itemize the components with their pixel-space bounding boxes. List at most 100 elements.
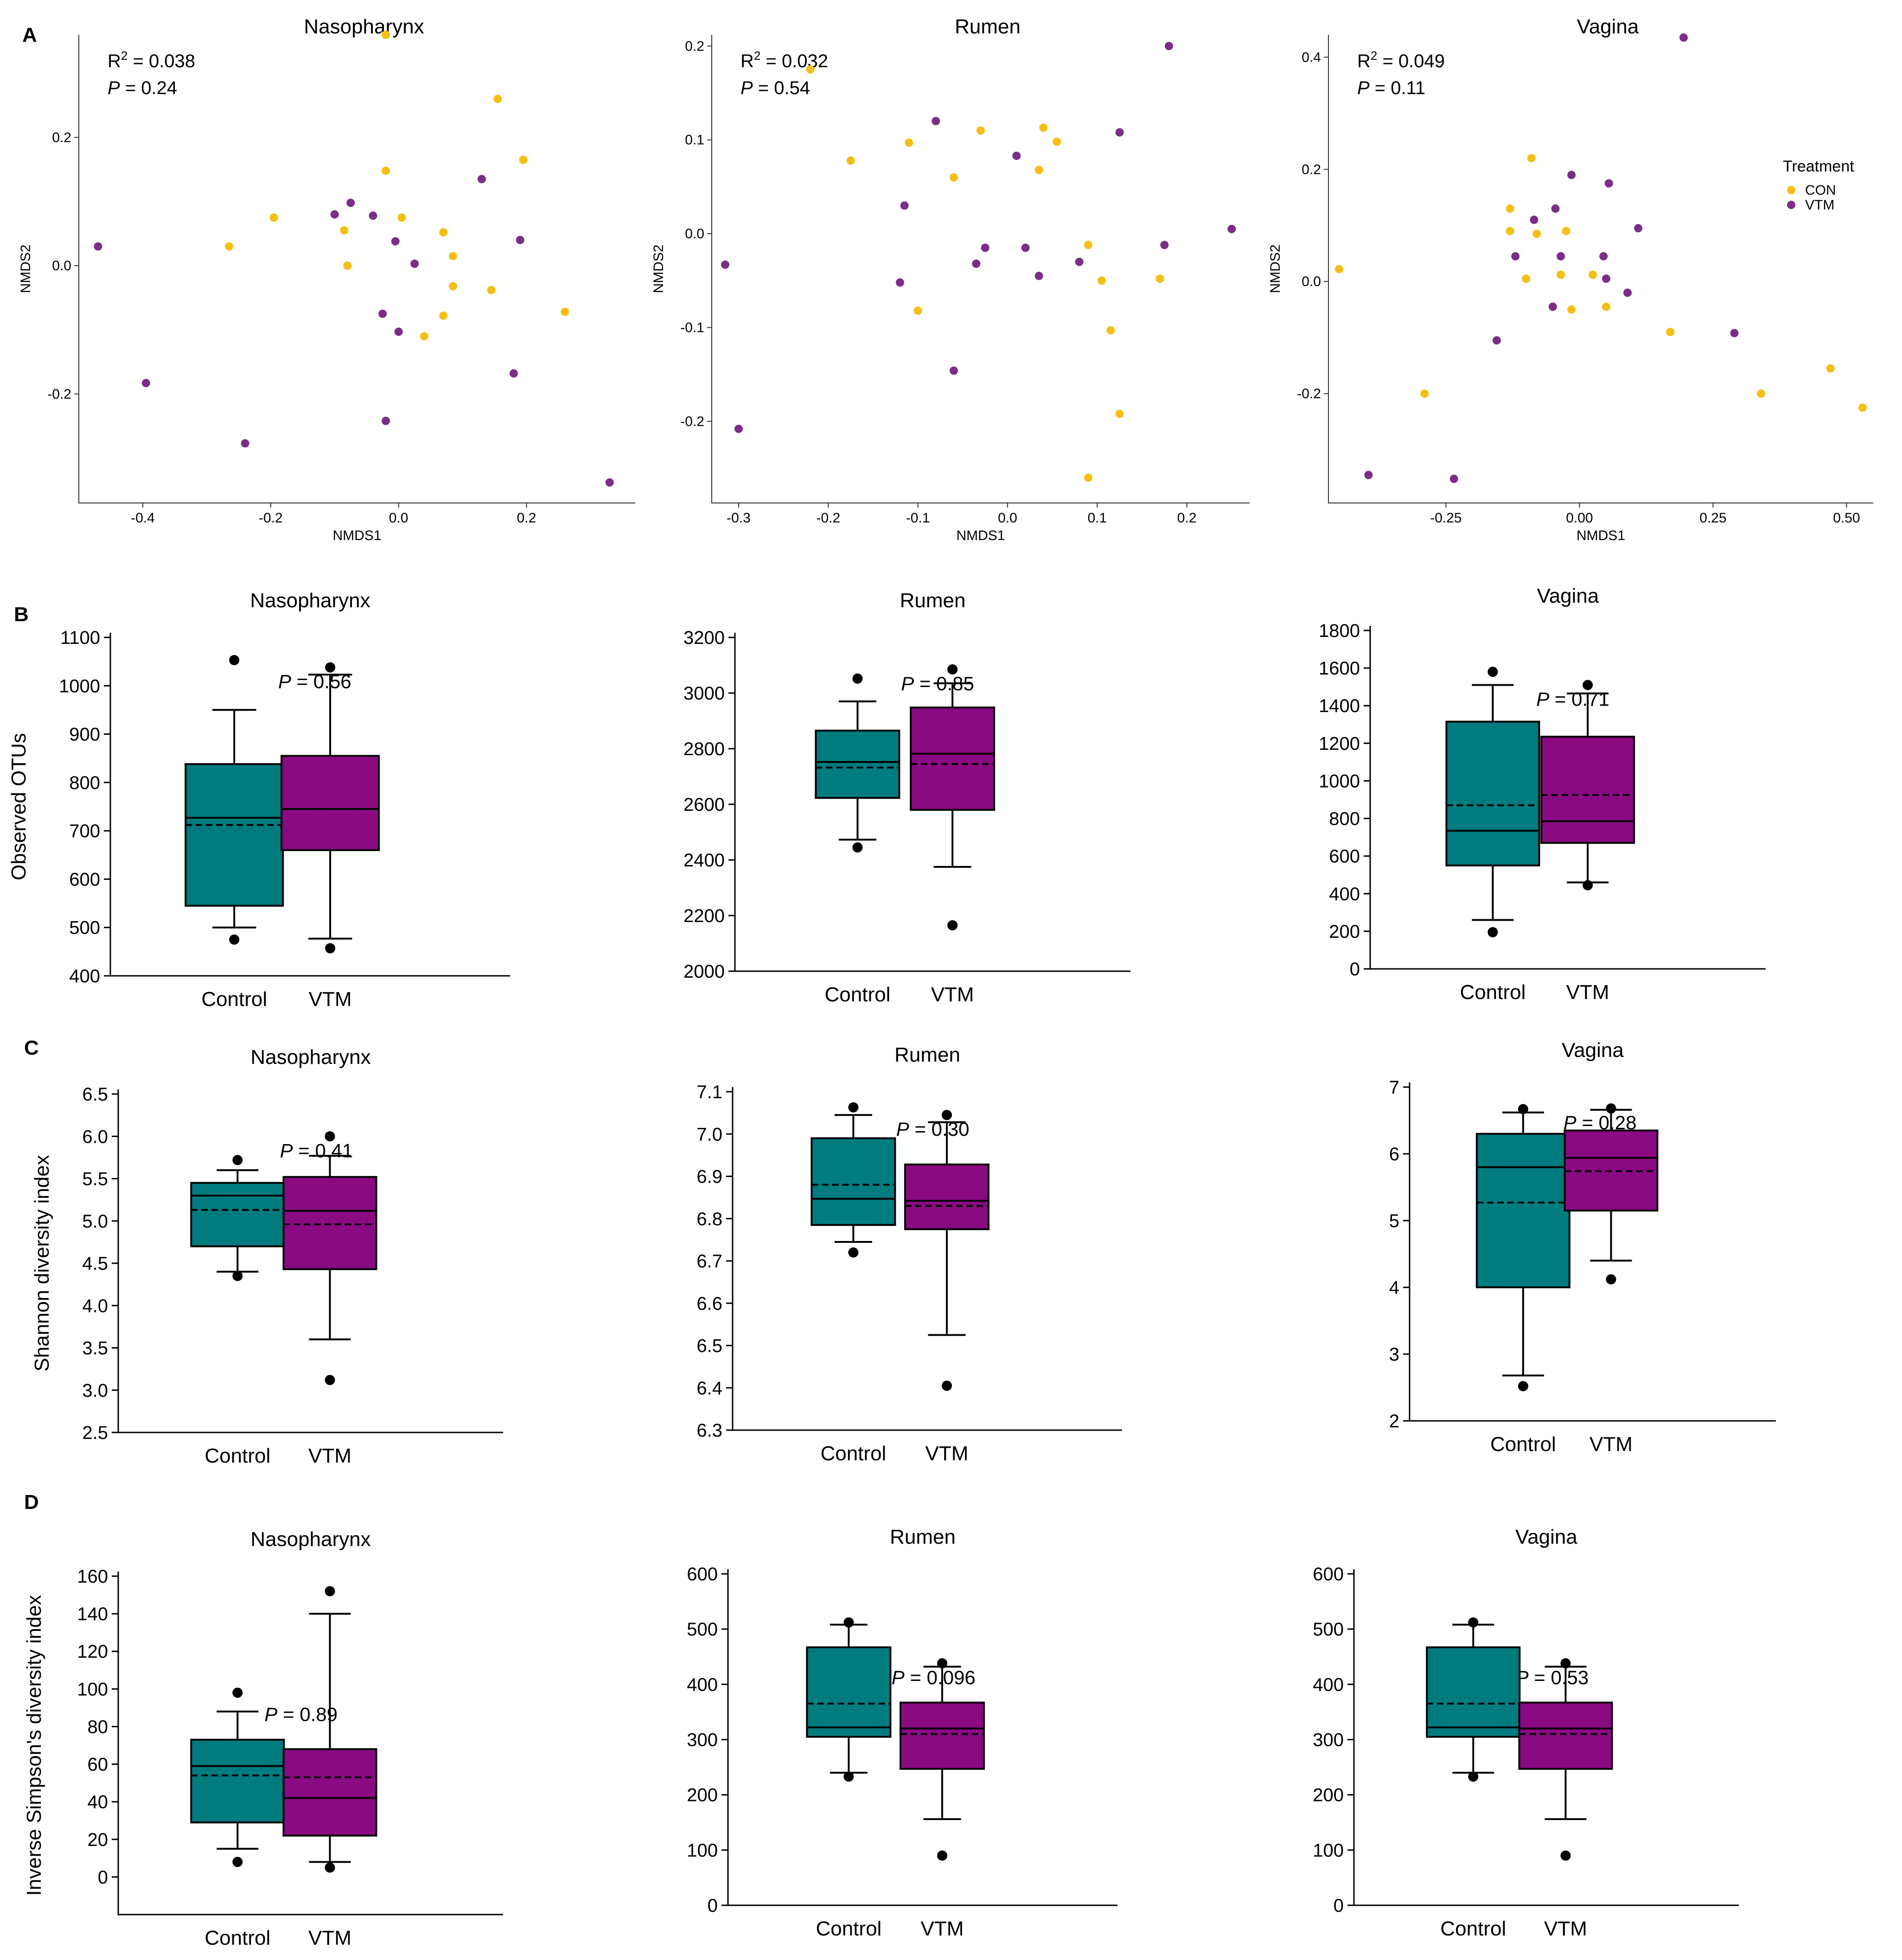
- con-point: [225, 242, 234, 251]
- r2-superscript: 2: [754, 49, 760, 63]
- y-tick-label: 100: [1313, 1840, 1344, 1861]
- y-tick-label: 500: [69, 918, 100, 938]
- x-tick-label: -0.2: [259, 510, 283, 526]
- vtm-point: [477, 175, 486, 184]
- y-tick-label: 2800: [683, 739, 725, 759]
- con-point: [269, 213, 278, 222]
- y-tick-label: 2200: [683, 906, 725, 926]
- con-point: [519, 155, 528, 164]
- vtm-outlier-point: [1560, 1850, 1571, 1861]
- y-tick-label: 6.5: [696, 1336, 722, 1356]
- y-tick-label: 60: [88, 1755, 109, 1775]
- vtm-point: [378, 309, 387, 318]
- vtm-point: [1557, 252, 1565, 261]
- vtm-point: [1075, 257, 1084, 266]
- category-label-vtm: VTM: [308, 1445, 351, 1467]
- con-point: [1155, 274, 1164, 283]
- chart-title: Vagina: [1577, 15, 1639, 38]
- con-point: [806, 65, 815, 74]
- x-tick-label: 0.2: [1177, 510, 1197, 526]
- category-label-vtm: VTM: [1544, 1917, 1587, 1940]
- con-point: [439, 228, 448, 237]
- r2-label: R: [108, 51, 121, 71]
- con-point: [382, 31, 390, 39]
- con-point: [1115, 409, 1124, 418]
- con-point: [343, 261, 352, 270]
- p-label: P: [264, 1703, 277, 1725]
- y-tick-label: 140: [77, 1604, 108, 1624]
- con-point: [905, 138, 913, 147]
- vtm-outlier-point: [325, 1375, 335, 1385]
- control-box: [811, 1137, 896, 1226]
- control-outlier-point: [232, 1857, 243, 1867]
- con-point: [950, 173, 958, 182]
- vtm-point: [1530, 216, 1538, 224]
- y-tick-label: 6.6: [696, 1293, 722, 1314]
- con-point: [1098, 276, 1106, 285]
- chart-title: Rumen: [890, 1526, 956, 1548]
- y-tick-label: 100: [687, 1840, 718, 1861]
- y-tick-label: 0.0: [685, 226, 704, 242]
- vtm-outlier-point: [947, 664, 958, 675]
- control-box: [190, 1738, 285, 1824]
- con-point: [1084, 473, 1092, 482]
- y-tick-label: 1800: [1319, 621, 1360, 641]
- vtm-point: [1551, 204, 1560, 213]
- y-tick-label: 100: [77, 1679, 108, 1699]
- control-outlier-point: [232, 1155, 243, 1165]
- r2-value: = 0.049: [1377, 51, 1445, 71]
- vtm-outlier-point: [942, 1381, 952, 1391]
- y-tick-label: 400: [1329, 884, 1360, 904]
- y-axis-label: Inverse Simpson's diversity index: [23, 1595, 45, 1896]
- control-box: [1445, 720, 1540, 866]
- vtm-point: [1227, 224, 1236, 233]
- y-tick-label: 700: [69, 821, 100, 841]
- r2-stat: R2 = 0.032: [740, 49, 828, 71]
- con-point: [1084, 241, 1092, 249]
- vtm-point: [369, 211, 377, 220]
- con-point: [1567, 305, 1576, 314]
- con-point: [420, 332, 428, 341]
- vtm-point: [896, 278, 904, 287]
- x-tick-label: 0.00: [1566, 510, 1593, 526]
- vtm-point: [1604, 179, 1613, 188]
- y-tick-label: 0.4: [1302, 50, 1321, 65]
- p-label: P: [1357, 78, 1370, 98]
- vtm-point: [1012, 152, 1021, 160]
- y-tick-label: 4: [1389, 1278, 1399, 1298]
- control-box: [190, 1182, 285, 1247]
- box-chart-b-nasopharynx: 400 500 600 700 800 900 1000 1100 Nasopharynx Obs…: [7, 589, 510, 1011]
- vtm-point: [1548, 302, 1557, 311]
- vtm-point: [605, 478, 614, 487]
- control-outlier-point: [852, 673, 863, 684]
- charts-container: -0.4 -0.2 0.0 0.2 -0.2 0.0 0.2 Nasopharynx NMDS1…: [7, 15, 1873, 1949]
- con-point: [1858, 403, 1867, 412]
- y-tick-label: 200: [1329, 922, 1360, 942]
- y-tick-label: 5.0: [82, 1211, 108, 1232]
- r2-value: = 0.032: [760, 51, 828, 71]
- y-tick-label: 6.3: [696, 1420, 722, 1441]
- y-tick-label: -0.2: [47, 387, 71, 402]
- y-tick-label: 400: [687, 1674, 718, 1695]
- vtm-outlier-point: [947, 920, 958, 930]
- x-axis-label: NMDS1: [332, 528, 381, 543]
- box-chart-d-nasopharynx: 0 20 40 60 80 100 120 140 160 Nasopharynx Inverse …: [23, 1528, 503, 1949]
- vtm-point: [1034, 272, 1043, 280]
- con-point: [448, 252, 457, 261]
- vtm-point: [981, 243, 989, 252]
- vtm-point: [1165, 42, 1173, 51]
- y-tick-label: 500: [687, 1619, 718, 1640]
- vtm-point: [972, 259, 981, 268]
- y-tick-label: 1000: [1319, 771, 1360, 791]
- axis-lines: [1328, 35, 1873, 503]
- panel-letter-c: C: [24, 1037, 39, 1059]
- con-point: [1522, 274, 1531, 283]
- vtm-box: [900, 1701, 985, 1770]
- con-point: [382, 166, 390, 175]
- vtm-point: [1567, 171, 1576, 179]
- y-tick-label: 0.2: [685, 38, 704, 54]
- con-point: [1506, 227, 1514, 235]
- vtm-point: [1021, 243, 1030, 252]
- control-outlier-point: [229, 934, 240, 945]
